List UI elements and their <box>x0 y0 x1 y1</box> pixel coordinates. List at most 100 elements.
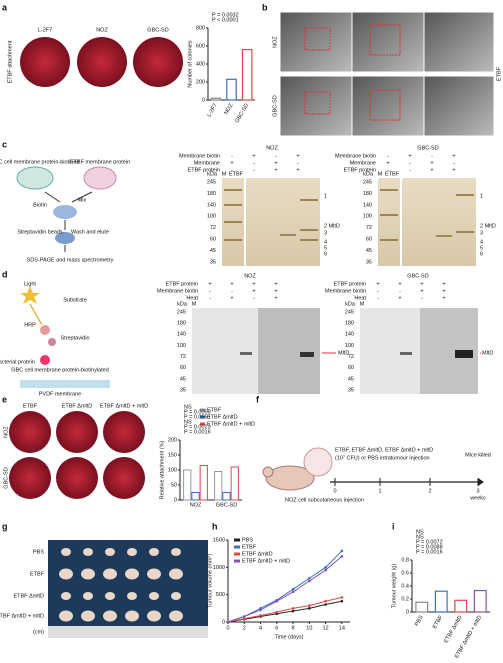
point <box>259 614 262 617</box>
label: + <box>452 167 455 173</box>
label: 180 <box>177 321 186 327</box>
label: 0.4 <box>401 583 409 589</box>
point <box>275 610 279 614</box>
label: + <box>296 153 299 159</box>
point <box>324 599 327 603</box>
plate <box>9 411 51 453</box>
label: 2 MltD <box>324 223 340 229</box>
label: + <box>252 153 255 159</box>
label: ETBF <box>229 171 244 177</box>
label: 35 <box>366 259 372 265</box>
label: - <box>431 153 433 159</box>
label: MltD <box>482 350 493 356</box>
panel-label: i <box>392 521 395 531</box>
bar <box>473 589 487 613</box>
label: 4 <box>259 625 262 631</box>
label: Substrate <box>63 297 87 303</box>
label: 35 <box>180 387 186 393</box>
label: 72 <box>366 225 372 231</box>
label: NOZ <box>244 273 256 279</box>
legend-swatch <box>200 408 205 412</box>
label: Light <box>24 281 36 287</box>
label: GBC-SD <box>407 273 428 279</box>
tumour <box>127 548 137 556</box>
label: ETBF protein <box>344 167 376 173</box>
label: 200 <box>168 437 177 443</box>
annotation: P = 0.0051 <box>184 414 211 420</box>
label: 2 <box>243 625 246 631</box>
point <box>291 609 295 613</box>
annotation: NS <box>416 529 424 535</box>
panel-label: d <box>2 269 8 279</box>
label: - <box>399 288 401 294</box>
annotation: NS <box>416 534 424 540</box>
label: 50 <box>171 482 177 488</box>
label: + <box>274 295 277 301</box>
band-label: 4 <box>480 239 483 245</box>
point <box>291 607 295 610</box>
label: 60 <box>210 237 216 243</box>
label: 800 <box>196 25 205 31</box>
label: 0 <box>202 97 205 103</box>
tumour <box>83 592 93 600</box>
annotation: NS <box>184 404 192 410</box>
sem-images <box>279 11 495 137</box>
bar <box>230 466 239 501</box>
label: ETBF ΔmltD + mltD <box>0 613 44 619</box>
band-label: 1 <box>480 193 483 199</box>
plate <box>133 37 183 87</box>
label: GBC-SD <box>3 467 9 488</box>
label: 1500 <box>213 537 225 543</box>
label: Mice killed <box>465 452 491 458</box>
point <box>308 579 311 583</box>
label: M <box>360 301 365 307</box>
label: 8 <box>292 625 295 631</box>
legend-swatch <box>234 559 240 563</box>
label: - <box>231 167 233 173</box>
bar <box>454 599 468 613</box>
label: ETBF ΔmltD <box>13 593 44 599</box>
label: ETBF <box>432 614 445 630</box>
tumour <box>83 548 93 556</box>
label: Wash and elute <box>71 229 109 235</box>
annotation: P = 0.0016 <box>416 549 443 555</box>
label: SDS-PAGE and mass spectrometry <box>27 257 114 263</box>
label: - <box>253 167 255 173</box>
label: NOZ <box>190 502 202 508</box>
tumour <box>105 592 115 600</box>
point <box>340 555 344 558</box>
label: GBC-SD <box>272 95 278 116</box>
label: M <box>192 301 197 307</box>
point <box>291 587 295 591</box>
label: HRP <box>24 322 36 328</box>
line <box>227 600 342 623</box>
plate <box>9 457 51 499</box>
point <box>324 566 327 569</box>
label: + <box>230 281 233 287</box>
label: NOZ <box>3 426 9 438</box>
label: 1 <box>378 488 381 494</box>
label: Membrane biotin <box>157 288 198 294</box>
label: 1 <box>324 193 327 199</box>
label: ETBF ΔmltD <box>443 615 463 644</box>
label: 140 <box>207 202 216 208</box>
label: 1000 <box>213 565 225 571</box>
label: 245 <box>177 309 186 315</box>
label: 10 <box>306 625 312 631</box>
label: NOZ <box>96 27 108 33</box>
label: ETBF <box>242 544 257 550</box>
label: Membrane <box>194 160 220 166</box>
label: 140 <box>345 332 354 338</box>
label: L-2F7 <box>38 27 52 33</box>
label: 245 <box>345 309 354 315</box>
point <box>242 615 246 618</box>
label: 6 <box>324 251 327 257</box>
plate <box>56 411 98 453</box>
label: + <box>408 153 411 159</box>
label: ETBF protein <box>188 167 220 173</box>
point <box>308 576 311 580</box>
label: 35 <box>210 259 216 265</box>
label: + <box>442 295 445 301</box>
label: NOZ cell subcutaneous injection <box>285 497 364 503</box>
point <box>308 607 311 610</box>
